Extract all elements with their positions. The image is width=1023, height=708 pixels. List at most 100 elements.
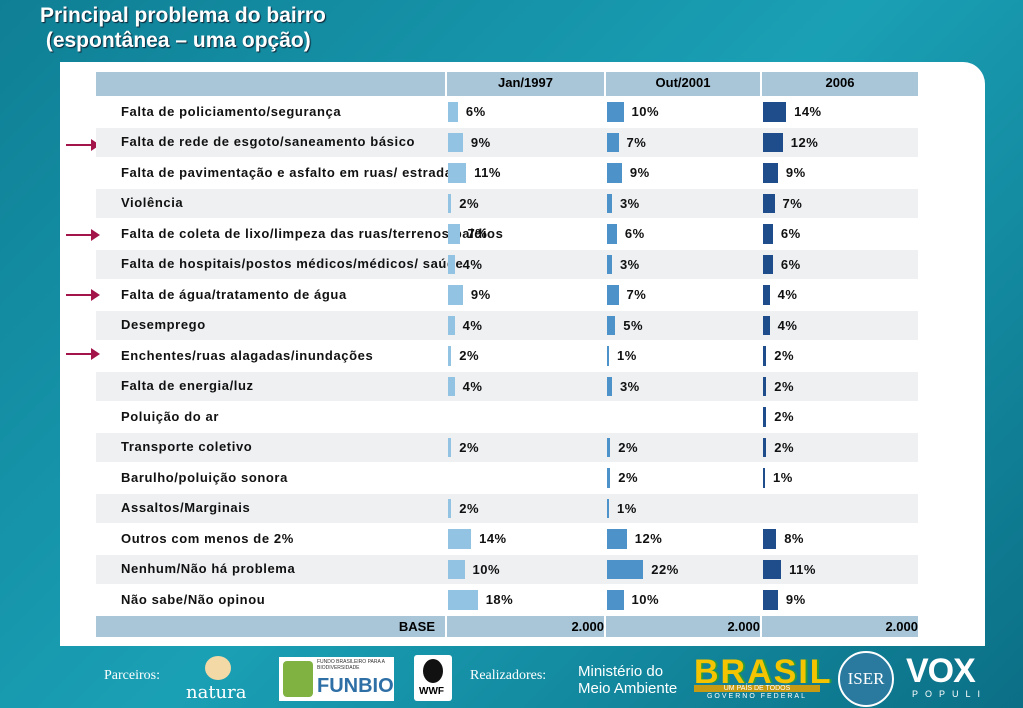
value-label: 12%	[634, 531, 663, 546]
value-label: 1%	[773, 470, 793, 485]
funbio-icon	[283, 661, 313, 697]
value-label: 5%	[623, 317, 644, 333]
bar	[607, 468, 611, 488]
row-label: Violência	[121, 195, 184, 211]
value-label: 2%	[774, 348, 795, 363]
value-label: 7%	[626, 134, 647, 150]
arrow	[66, 139, 100, 151]
bar	[763, 346, 767, 366]
value-label: 8%	[784, 531, 804, 546]
ministry-logo: Ministério do Meio Ambiente	[578, 663, 677, 697]
bar	[763, 529, 777, 549]
value-label: 10%	[472, 561, 501, 577]
bar	[763, 559, 782, 579]
value-label: 4%	[777, 317, 798, 333]
value-label: 10%	[631, 592, 660, 607]
bar	[607, 437, 611, 457]
arrow	[66, 229, 100, 241]
bar	[763, 437, 767, 457]
value-label: 2%	[459, 195, 480, 211]
bar	[607, 193, 612, 213]
makers-label: Realizadores:	[470, 668, 547, 683]
value-label: 6%	[780, 256, 801, 272]
natura-icon	[205, 656, 231, 680]
value-label: 14%	[479, 531, 507, 546]
value-label: 2%	[618, 439, 639, 455]
value-label: 6%	[780, 226, 801, 241]
value-label: 9%	[629, 165, 650, 180]
bar	[448, 193, 452, 213]
arrow	[66, 289, 100, 301]
bar	[763, 224, 773, 244]
value-label: 11%	[789, 561, 816, 577]
value-label: 11%	[474, 165, 501, 180]
bar	[607, 163, 622, 183]
value-label: 7%	[467, 226, 488, 241]
bar	[763, 193, 775, 213]
value-label: 10%	[631, 104, 660, 119]
brasil-gov: GOVERNO FEDERAL	[706, 693, 807, 700]
value-label: 3%	[619, 195, 640, 211]
value-label: 2%	[618, 470, 639, 485]
value-label: 3%	[619, 378, 640, 394]
base-label: BASE	[96, 615, 445, 637]
wwf-text: WWF	[419, 686, 444, 697]
column-header: 2006	[762, 72, 918, 96]
populi-text: POPULI	[912, 689, 988, 699]
subtitle: (espontânea – uma opção)	[40, 29, 311, 52]
bar	[448, 285, 463, 305]
title: Principal problema do bairro	[40, 4, 326, 27]
ministry-line: Meio Ambiente	[578, 680, 678, 697]
bar	[607, 376, 612, 396]
row-band	[96, 249, 918, 279]
bar	[607, 346, 609, 366]
funbio-small: FUNDO BRASILEIRO PARA A BIODIVERSIDADE	[317, 659, 385, 671]
bar	[607, 529, 627, 549]
bar	[763, 254, 773, 274]
value-label: 2%	[774, 378, 795, 394]
bar	[607, 590, 624, 610]
row-label: Poluição do ar	[121, 408, 219, 424]
bar	[763, 376, 767, 396]
ministry-line: Ministério do	[578, 663, 664, 680]
row-label: Falta de pavimentação e asfalto em ruas/…	[121, 164, 461, 180]
value-label: 3%	[619, 256, 640, 272]
row-label: Desemprego	[121, 317, 206, 333]
value-label: 7%	[626, 287, 647, 302]
row-label: Enchentes/ruas alagadas/inundações	[121, 347, 374, 363]
row-band	[96, 310, 918, 340]
natura-logo: natura	[186, 682, 247, 703]
row-label: Transporte coletivo	[121, 439, 253, 455]
bar	[448, 559, 465, 579]
value-label: 1%	[617, 500, 637, 516]
value-label: 14%	[794, 104, 822, 119]
iser-logo: ISER	[838, 651, 894, 707]
row-label: Falta de rede de esgoto/saneamento básic…	[121, 134, 416, 150]
vox-logo: VOX	[906, 652, 976, 690]
value-label: 2%	[774, 409, 795, 424]
base-value: 2.000	[447, 615, 604, 637]
bar	[448, 346, 452, 366]
value-label: 4%	[462, 317, 483, 333]
column-header: Jan/1997	[447, 72, 604, 96]
wwf-logo: WWF	[414, 655, 452, 701]
funbio-text: FUNBIO	[317, 675, 394, 697]
value-label: 9%	[470, 134, 491, 150]
row-label: Barulho/poluição sonora	[121, 469, 288, 485]
wwf-panda	[423, 659, 443, 683]
bar	[763, 407, 767, 427]
row-label: Nenhum/Não há problema	[121, 561, 296, 577]
bar	[607, 559, 644, 579]
bar	[448, 254, 455, 274]
value-label: 2%	[459, 500, 480, 516]
row-label: Falta de energia/luz	[121, 378, 254, 394]
bar	[607, 224, 617, 244]
value-label: 6%	[624, 226, 645, 241]
row-label: Assaltos/Marginais	[121, 500, 251, 516]
bar	[448, 102, 458, 122]
bar	[448, 529, 472, 549]
value-label: 9%	[785, 592, 806, 607]
brasil-logo: BRASIL UM PAÍS DE TODOS GOVERNO FEDERAL	[694, 653, 831, 701]
header-cell	[96, 72, 445, 96]
